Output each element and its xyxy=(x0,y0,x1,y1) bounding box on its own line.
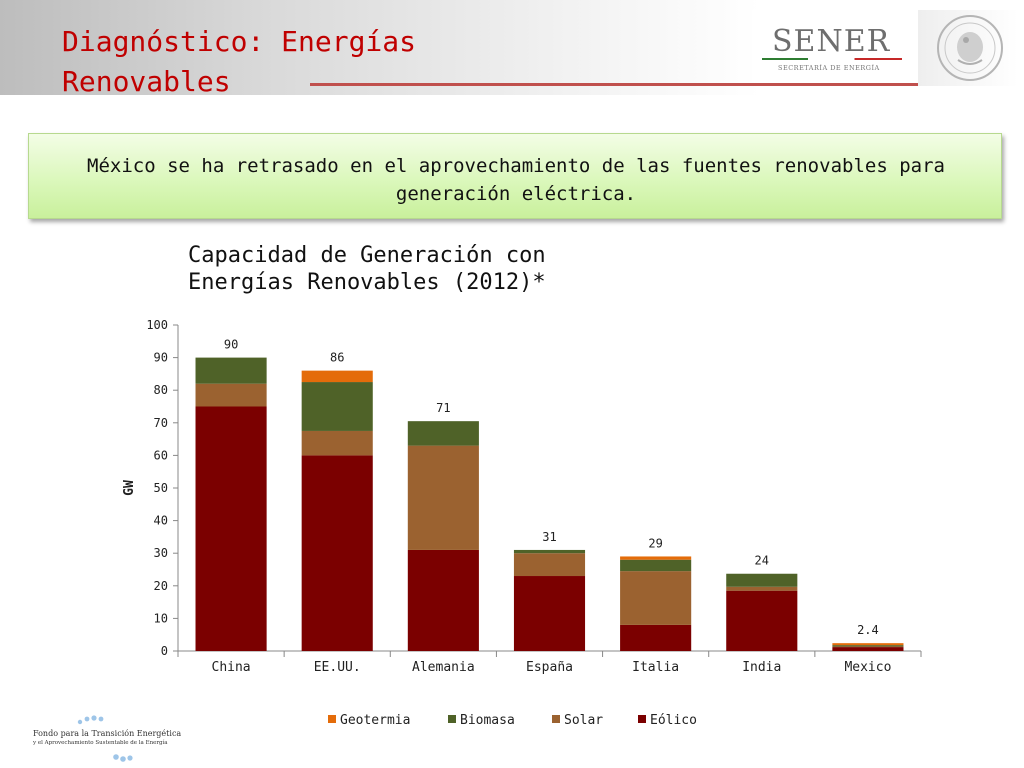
legend-label: Biomasa xyxy=(460,713,515,728)
legend-swatch xyxy=(552,715,560,723)
y-axis-label: GW xyxy=(122,480,137,496)
bar-biomasa-mexico xyxy=(832,645,904,647)
y-tick-label: 90 xyxy=(154,351,168,365)
y-tick-label: 80 xyxy=(154,383,168,397)
sener-logo: SENER SECRETARÍA DE ENERGÍA xyxy=(752,10,912,82)
y-tick-label: 0 xyxy=(161,644,168,658)
footer-line2: y el Aprovechamiento Sustentable de la E… xyxy=(33,740,168,746)
y-tick-label: 30 xyxy=(154,546,168,560)
bar-biomasa-alemania xyxy=(407,421,479,446)
sener-logo-name: SENER xyxy=(772,24,891,59)
bar-elico-italia xyxy=(620,624,692,651)
bar-biomasa-india xyxy=(726,573,798,587)
bar-total-label: 90 xyxy=(224,338,238,352)
bar-total-label: 71 xyxy=(436,401,450,415)
bar-solar-india xyxy=(726,586,798,591)
bar-geotermia-eeuu xyxy=(301,370,373,383)
sener-logo-stripe xyxy=(762,58,902,60)
x-tick-label: Alemania xyxy=(412,660,475,675)
legend-label: Solar xyxy=(564,713,603,728)
bar-elico-india xyxy=(726,590,798,651)
bar-elico-mexico xyxy=(832,647,904,651)
y-tick-label: 50 xyxy=(154,481,168,495)
x-tick-label: Mexico xyxy=(844,660,891,675)
sener-logo-subtitle: SECRETARÍA DE ENERGÍA xyxy=(778,64,880,72)
chart-title: Capacidad de Generación con Energías Ren… xyxy=(188,243,546,295)
bar-elico-china xyxy=(195,406,267,651)
bar-total-label: 86 xyxy=(330,351,344,365)
legend-label: Eólico xyxy=(650,713,697,728)
footer-dots-icon xyxy=(77,715,104,725)
seal-box xyxy=(918,10,1018,86)
y-tick-label: 10 xyxy=(154,611,168,625)
legend-label: Geotermia xyxy=(340,713,410,728)
legend-swatch xyxy=(328,715,336,723)
footer-dots-bottom-icon xyxy=(113,754,133,762)
y-tick-label: 60 xyxy=(154,448,168,462)
bar-elico-eeuu xyxy=(301,455,373,651)
x-tick-label: India xyxy=(742,660,781,675)
header-band xyxy=(0,0,760,95)
bar-solar-china xyxy=(195,383,267,407)
footer-logo: Fondo para la Transición Energética y el… xyxy=(30,715,200,765)
bar-solar-alemania xyxy=(407,445,479,550)
bar-solar-italia xyxy=(620,571,692,625)
legend-swatch xyxy=(448,715,456,723)
title-underline xyxy=(310,83,980,86)
bar-solar-espaa xyxy=(513,553,586,577)
bar-total-label: 31 xyxy=(542,530,556,544)
bar-biomasa-eeuu xyxy=(301,382,373,431)
bar-elico-espaa xyxy=(513,576,586,651)
bar-total-label: 24 xyxy=(755,554,769,568)
bar-biomasa-italia xyxy=(620,559,692,572)
bar-elico-alemania xyxy=(407,549,479,651)
slide-title: Diagnóstico: Energías Renovables xyxy=(62,25,417,98)
bar-biomasa-china xyxy=(195,357,267,384)
y-tick-label: 20 xyxy=(154,579,168,593)
bar-solar-mexico xyxy=(832,646,904,648)
bar-total-label: 29 xyxy=(648,536,662,550)
x-tick-label: Italia xyxy=(632,660,679,675)
legend-swatch xyxy=(638,715,646,723)
x-tick-label: España xyxy=(526,660,573,675)
callout-text: México se ha retrasado en el aprovechami… xyxy=(87,155,945,205)
footer-line1: Fondo para la Transición Energética xyxy=(33,729,182,738)
y-tick-label: 100 xyxy=(146,318,168,332)
x-tick-label: EE.UU. xyxy=(314,660,361,675)
mexico-seal-icon xyxy=(937,15,1003,81)
bar-geotermia-italia xyxy=(620,556,692,560)
y-tick-label: 40 xyxy=(154,514,168,528)
bar-geotermia-mexico xyxy=(832,643,904,646)
callout-box: México se ha retrasado en el aprovechami… xyxy=(28,133,1002,219)
bar-solar-eeuu xyxy=(301,430,373,456)
x-tick-label: China xyxy=(212,660,251,675)
bar-biomasa-espaa xyxy=(513,549,586,554)
y-tick-label: 70 xyxy=(154,416,168,430)
bar-total-label: 2.4 xyxy=(857,623,879,637)
